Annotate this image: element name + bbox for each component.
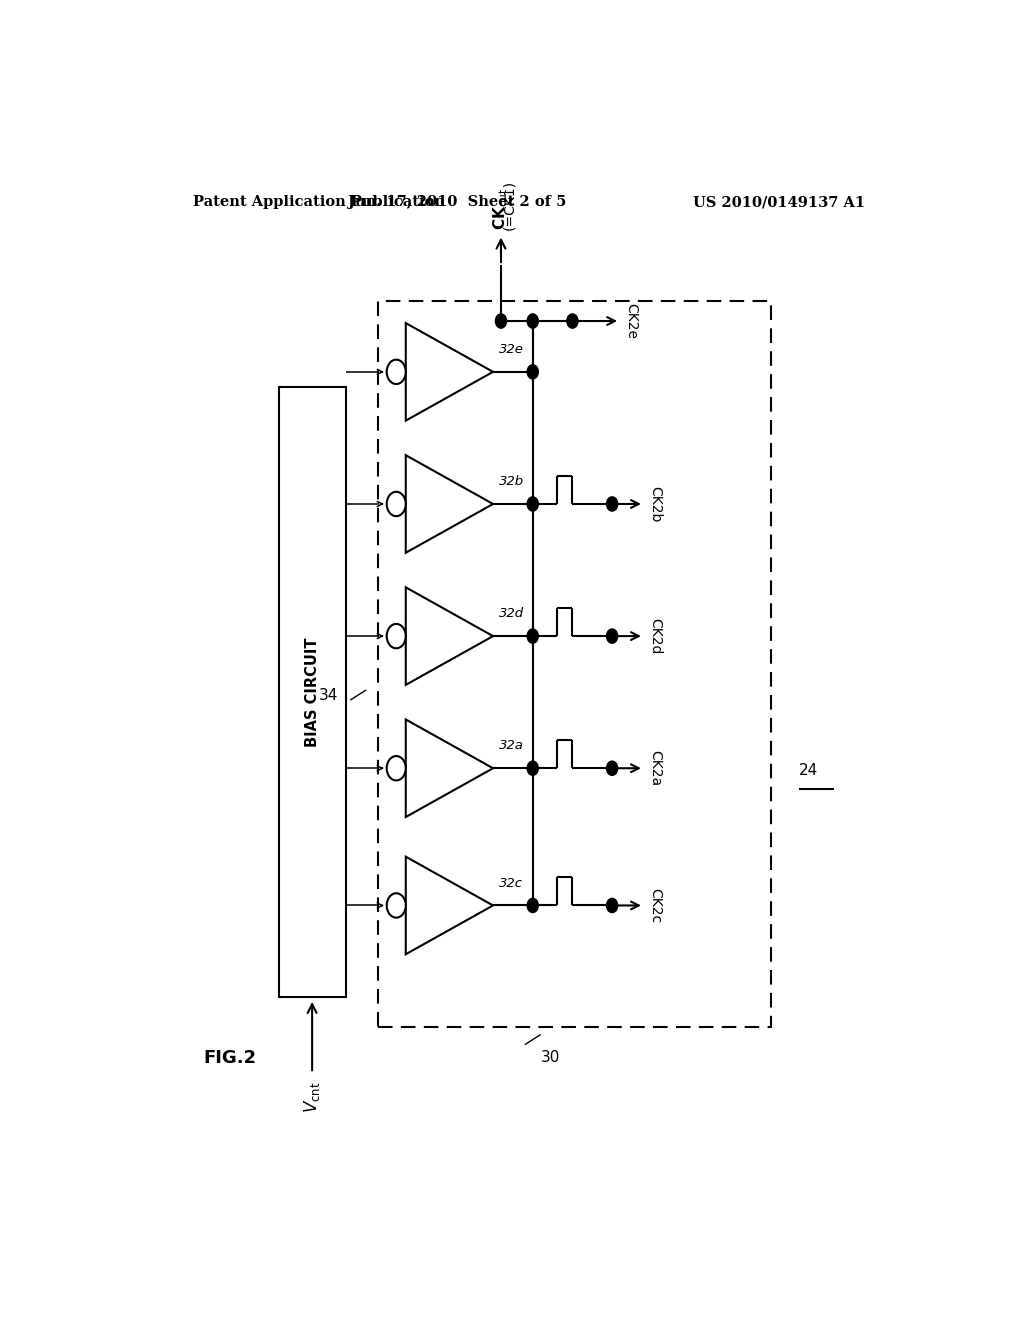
Circle shape	[527, 762, 539, 775]
Text: 32d: 32d	[500, 607, 524, 620]
Circle shape	[527, 314, 539, 329]
Bar	[279, 387, 346, 997]
Text: CK2d: CK2d	[648, 618, 662, 655]
Text: 32e: 32e	[500, 343, 524, 356]
Text: 32b: 32b	[500, 475, 524, 488]
Text: FIG.2: FIG.2	[204, 1049, 257, 1067]
Text: Patent Application Publication: Patent Application Publication	[194, 195, 445, 209]
Text: CK2a: CK2a	[648, 750, 662, 787]
Circle shape	[527, 364, 539, 379]
Text: 30: 30	[541, 1049, 560, 1065]
Circle shape	[527, 496, 539, 511]
Text: (=CK1): (=CK1)	[486, 180, 516, 230]
Circle shape	[387, 359, 406, 384]
Text: 32c: 32c	[500, 876, 523, 890]
Bar	[378, 301, 771, 1027]
Circle shape	[606, 762, 617, 775]
Text: CK$_{\mathrm{out}}$: CK$_{\mathrm{out}}$	[492, 187, 510, 230]
Text: 32a: 32a	[500, 739, 524, 752]
Circle shape	[496, 314, 507, 329]
Circle shape	[527, 630, 539, 643]
Circle shape	[387, 894, 406, 917]
Text: $V_{\mathrm{cnt}}$: $V_{\mathrm{cnt}}$	[302, 1081, 323, 1113]
Circle shape	[387, 624, 406, 648]
Text: US 2010/0149137 A1: US 2010/0149137 A1	[692, 195, 865, 209]
Text: 34: 34	[318, 688, 338, 702]
Circle shape	[387, 492, 406, 516]
Text: CK2b: CK2b	[648, 486, 662, 523]
Text: BIAS CIRCUIT: BIAS CIRCUIT	[305, 638, 321, 747]
Text: CK2c: CK2c	[648, 888, 662, 923]
Circle shape	[527, 899, 539, 912]
Circle shape	[606, 899, 617, 912]
Text: CK2e: CK2e	[624, 304, 638, 339]
Text: Jun. 17, 2010  Sheet 2 of 5: Jun. 17, 2010 Sheet 2 of 5	[348, 195, 566, 209]
Circle shape	[606, 496, 617, 511]
Text: 24: 24	[799, 763, 818, 779]
Circle shape	[387, 756, 406, 780]
Circle shape	[606, 630, 617, 643]
Circle shape	[567, 314, 578, 329]
